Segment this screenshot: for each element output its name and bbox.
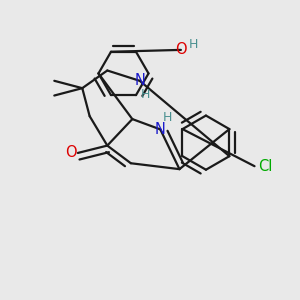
- Text: O: O: [175, 42, 187, 57]
- Text: H: H: [163, 110, 172, 124]
- Text: H: H: [189, 38, 198, 51]
- Text: O: O: [66, 146, 77, 160]
- Text: H: H: [141, 88, 150, 101]
- Text: N: N: [134, 73, 145, 88]
- Text: N: N: [155, 122, 166, 137]
- Text: Cl: Cl: [258, 159, 272, 174]
